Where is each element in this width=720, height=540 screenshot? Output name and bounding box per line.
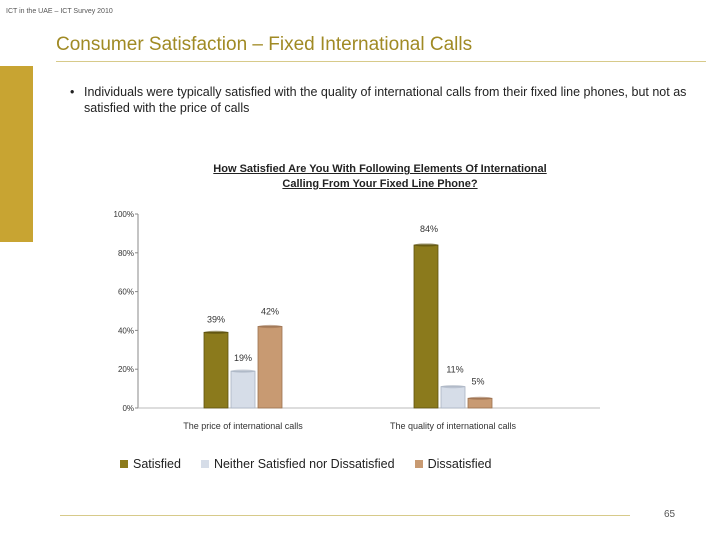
title-divider (56, 61, 706, 62)
legend-item-dissatisfied: Dissatisfied (414, 457, 492, 471)
legend-label-satisfied: Satisfied (133, 457, 181, 471)
y-tick-label: 60% (118, 288, 134, 297)
bar-cap (258, 324, 282, 329)
bar-cap (231, 369, 255, 373)
data-label: 19% (234, 353, 252, 363)
data-label: 11% (446, 365, 463, 375)
legend-swatch-satisfied (120, 460, 128, 468)
bar-neutral (230, 370, 256, 409)
y-tick-label: 0% (122, 404, 134, 413)
accent-side-bar (0, 66, 33, 242)
bar-satisfied (203, 331, 229, 409)
header-note: ICT in the UAE – ICT Survey 2010 (6, 8, 113, 15)
page-title: Consumer Satisfaction – Fixed Internatio… (56, 34, 473, 55)
y-tick-label: 40% (118, 326, 134, 335)
chart-title-line-2: Calling From Your Fixed Line Phone? (282, 178, 478, 190)
legend-swatch-neutral (200, 460, 209, 468)
chart-title-line-1: How Satisfied Are You With Following Ele… (213, 163, 547, 175)
y-tick-label: 100% (114, 210, 134, 219)
data-label: 5% (471, 376, 484, 386)
y-tick-label: 20% (118, 365, 134, 374)
data-label: 42% (261, 307, 279, 317)
x-category-label: The quality of international calls (390, 421, 517, 431)
bar-neutral (440, 386, 466, 409)
footer-divider (60, 515, 630, 516)
page-number: 65 (664, 509, 676, 520)
data-label: 84% (420, 224, 438, 234)
bullet-list: Individuals were typically satisfied wit… (70, 84, 690, 116)
bar-dissatisfied (257, 326, 283, 409)
x-category-label: The price of international calls (183, 421, 303, 431)
bullet-item: Individuals were typically satisfied wit… (70, 84, 690, 116)
y-tick-label: 80% (118, 249, 134, 258)
legend-label-dissatisfied: Dissatisfied (427, 457, 492, 471)
chart-title: How Satisfied Are You With Following Ele… (160, 162, 600, 192)
legend-swatch-dissatisfied (414, 460, 423, 468)
bar-cap (468, 396, 492, 400)
legend-item-neutral: Neither Satisfied nor Dissatisfied (200, 457, 395, 471)
bar-satisfied (413, 244, 439, 409)
bar-cap (414, 243, 438, 247)
chart-legend: Satisfied Neither Satisfied nor Dissatis… (120, 457, 512, 471)
legend-item-satisfied: Satisfied (120, 457, 181, 471)
legend-label-neutral: Neither Satisfied nor Dissatisfied (213, 457, 395, 471)
bar-cap (441, 385, 465, 389)
data-label: 39% (207, 314, 225, 324)
bar-cap (204, 330, 228, 334)
